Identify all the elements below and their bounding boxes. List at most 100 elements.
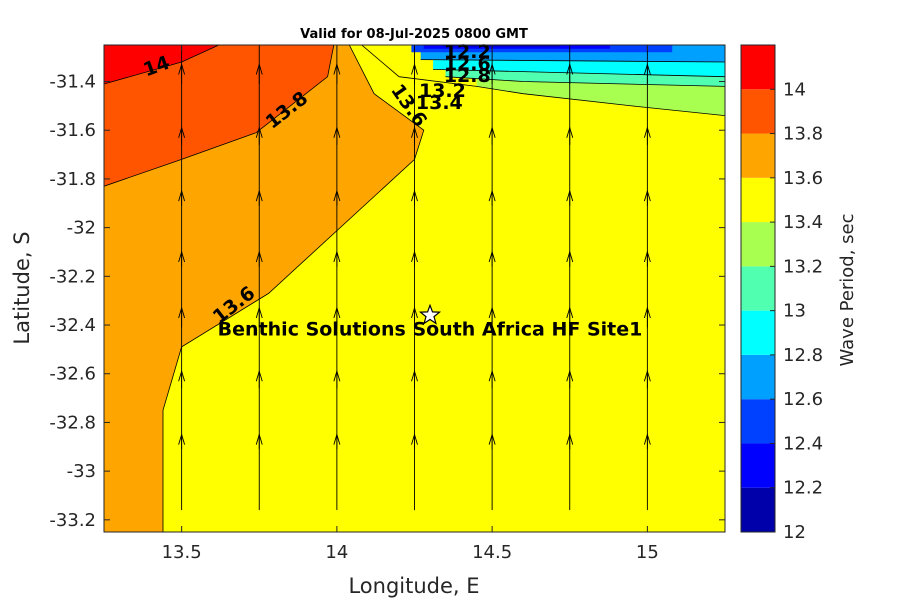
y-tick-label: -31.6 [49,120,96,141]
y-tick-label: -32.8 [49,412,96,433]
wave-arrow-head [178,250,186,263]
colorbar-swatch [741,133,775,178]
y-tick-label: -32.4 [49,315,96,336]
wave-arrow-head [255,369,263,382]
colorbar: 12 12.2 12.4 12.6 12.8 13 13.2 13.4 13.6 13.8 14 [740,44,823,543]
colorbar-tick-label: 12.2 [783,478,823,499]
x-tick-label: 14 [325,542,348,563]
wave-arrow-head [256,18,262,28]
colorbar-tick-label: 13.2 [783,256,823,277]
contour-label: 12.8 [444,65,491,87]
colorbar-swatch [741,443,775,488]
wave-arrow-head [488,306,496,319]
wave-arrow-head [411,306,418,319]
wave-arrow-head [488,433,496,445]
wave-arrow-head [333,306,341,319]
site-label: Benthic Solutions South Africa HF Site1 [218,318,643,340]
wave-arrow-head [411,189,418,202]
y-tick-label: -32 [67,218,96,239]
wave-arrow-head [643,62,651,75]
wave-arrow-head [567,18,573,28]
wave-arrow-head [488,369,496,382]
site-marker-group: Benthic Solutions South Africa HF Site1 [218,303,643,340]
wave-arrow-head [411,62,418,75]
y-tick-label: -33.2 [49,510,96,531]
wave-arrow-head [255,250,263,263]
colorbar-label: Wave Period, sec [837,213,858,366]
colorbar-swatch [741,487,775,532]
wave-arrow [643,433,651,511]
wave-arrow-head [643,250,651,263]
wave-arrow [333,433,341,511]
wave-arrow [255,433,263,511]
wave-arrow-head [566,62,574,75]
colorbar-tick-label: 12.6 [783,389,823,410]
wave-arrow-head [411,433,418,445]
contour-fill-13.8-14 [104,45,334,187]
wave-arrow-head [643,189,651,202]
wave-arrow-head [179,18,185,28]
wave-arrow-head [255,306,263,319]
wave-arrow-head [255,189,263,202]
wave-arrow-head [566,369,574,382]
wave-arrow [411,433,418,511]
wave-arrow-head [178,126,186,138]
wave-arrow-head [333,369,341,382]
wave-arrow-head [178,369,186,382]
contour-lines [104,45,725,532]
colorbar-swatch [741,89,775,134]
wave-arrow-head [333,250,341,263]
wave-arrow-head [643,306,651,319]
wave-arrow-head [333,62,341,75]
contour-fill-14-14.2 [104,45,219,84]
colorbar-swatch [741,177,775,223]
wave-arrow-head [333,126,341,138]
contour-label: 13.4 [416,92,463,114]
colorbar-tick-label: 13.8 [783,124,823,145]
colorbar-swatch [741,222,775,267]
contour-line [420,59,725,63]
plot-frame [103,44,726,533]
x-tick-label: 15 [636,542,659,563]
wave-arrow-head [178,306,186,319]
contour-label: 12.6 [444,53,491,75]
wave-arrow-head [643,126,651,138]
colorbar-swatch [741,354,775,400]
colorbar-swatch [741,266,775,311]
wave-arrow-head [566,126,574,138]
wave-arrow-head [255,62,263,75]
wave-arrow-head [566,306,574,319]
wave-arrow-head [566,189,574,202]
wave-arrow [178,433,186,511]
wave-arrow-head [488,126,496,138]
y-axis-label: Latitude, S [10,231,34,344]
wave-arrow-head [566,433,574,445]
colorbar-swatch [741,45,775,90]
wave-arrow [488,433,496,511]
y-tick-label: -31.8 [49,169,96,190]
wave-arrow-head [488,189,496,202]
site-star-icon [418,303,442,325]
wave-arrow [566,433,574,511]
wave-arrow-head [488,250,496,263]
chart-title: Valid for 08-Jul-2025 0800 GMT [300,27,528,42]
y-tick-label: -31.4 [49,72,96,93]
wave-arrow-head [255,126,263,138]
wave-arrow-head [178,62,186,75]
contour-label: 12.2 [444,41,491,63]
y-axis-ticks: -31.4 -31.6 -31.8 -32 -32.2 -32.4 -32.6 -32.8 -3… [49,72,725,531]
x-tick-label: 14.5 [472,542,512,563]
y-tick-label: -32.2 [49,266,96,287]
contour-line [433,69,725,78]
colorbar-tick-label: 12.4 [783,433,823,454]
wave-arrow-head [411,250,418,263]
wave-arrow-head [566,250,574,263]
colorbar-swatch [741,310,775,355]
wave-arrow-head [411,126,418,138]
y-tick-label: -33 [67,461,96,482]
colorbar-tick-label: 14 [783,79,806,100]
colorbar-frame [740,44,776,533]
wave-arrow-head [178,189,186,202]
contour-label: 13.2 [419,80,466,102]
